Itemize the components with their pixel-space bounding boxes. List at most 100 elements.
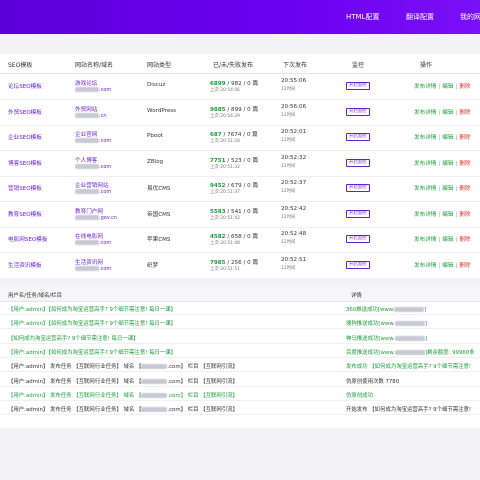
publish-counts: 7751 / 523 / 0 篇 <box>210 157 259 164</box>
monitor-badge[interactable]: 开启监控 <box>346 107 370 116</box>
separator: | <box>455 211 458 218</box>
nav-my-site[interactable]: 我的网 <box>460 13 480 21</box>
publish-detail-link[interactable]: 发布详情 <box>414 211 437 218</box>
monitor-label: 开启监控 <box>346 260 370 269</box>
publish-counts: 687 / 7674 / 0 篇 <box>210 132 258 138</box>
row-actions: 发布详情 | 编辑 | 删除 <box>414 108 471 116</box>
edit-link[interactable]: 编辑 <box>442 135 454 141</box>
site-domain[interactable]: .com <box>75 87 111 93</box>
publish-detail-link[interactable]: 发布详情 <box>414 109 437 116</box>
delete-link[interactable]: 删除 <box>459 109 471 116</box>
site-domain[interactable]: .cn <box>75 112 107 119</box>
blurred-domain <box>75 87 99 92</box>
monitor-badge[interactable]: 开启监控 <box>346 260 370 269</box>
log-row: 【用户:admin】【如何成为淘宝运营高手? 9个细节需注意! 每日一课】 360… <box>0 302 480 315</box>
template-link[interactable]: 电影网SEO模板 <box>8 237 48 243</box>
log-task-text-end: .com】 栏目 【互联网引流】 <box>167 364 238 371</box>
site-name[interactable]: 游戏论坛 <box>75 81 98 87</box>
site-domain[interactable]: .com <box>75 189 111 195</box>
template-link[interactable]: 论坛SEO模板 <box>8 84 42 90</box>
table-row: 企业SEO模板 企业官网 .com Pboot 687 / 7674 / 0 篇… <box>0 125 480 151</box>
template-link[interactable]: 营销SEO模板 <box>8 186 42 192</box>
template-link[interactable]: 教育SEO模板 <box>8 211 42 218</box>
publish-detail-link[interactable]: 发布详情 <box>414 186 437 192</box>
log-task-text: 【用户:admin】 发布任务 【互联网行业任务】 域名 【 <box>8 364 142 371</box>
site-name[interactable]: 生活资讯网 <box>75 259 103 266</box>
publish-detail-link[interactable]: 发布详情 <box>414 237 437 243</box>
delete-link[interactable]: 删除 <box>459 211 471 218</box>
monitor-badge[interactable]: 开启监控 <box>346 133 370 141</box>
monitor-label: 开启监控 <box>346 133 370 141</box>
blurred-domain <box>141 392 168 398</box>
separator: | <box>438 237 441 243</box>
blurred-domain <box>394 307 425 312</box>
row-actions: 发布详情 | 编辑 | 删除 <box>414 261 471 269</box>
site-name[interactable]: 企业营销网站 <box>75 183 109 189</box>
monitor-badge[interactable]: 开启监控 <box>346 82 370 90</box>
site-name[interactable]: 教育门户网 <box>75 208 103 215</box>
log-detail: 360推送成功[www.] <box>346 305 427 313</box>
table-row: 营销SEO模板 企业营销网站 .com 易优CMS 9452 / 679 / 0… <box>0 176 480 202</box>
unpublished-failed: 256 / 0 篇 <box>231 259 259 266</box>
last-publish: 上次:20:51:51 <box>210 266 240 272</box>
template-link[interactable]: 外贸SEO模板 <box>8 109 42 116</box>
monitor-badge[interactable]: 开启监控 <box>346 235 370 243</box>
template-link[interactable]: 企业SEO模板 <box>8 135 42 141</box>
delete-link[interactable]: 删除 <box>459 237 471 243</box>
log-detail: 发布成功 【如何成为淘宝运营高手? 9个细节需注意! <box>346 362 471 370</box>
site-name[interactable]: 企业官网 <box>75 132 98 138</box>
monitor-badge[interactable]: 开启监控 <box>346 158 370 167</box>
site-name[interactable]: 外贸网站 <box>75 106 98 113</box>
col-actions: 操作 <box>420 62 433 69</box>
nav-translate-config[interactable]: 翻译配置 <box>406 13 434 21</box>
template-link[interactable]: 博客SEO模板 <box>8 160 42 167</box>
site-name[interactable]: 在线电影网 <box>75 234 103 240</box>
site-type: Discuz <box>147 82 166 88</box>
edit-link[interactable]: 编辑 <box>442 211 454 218</box>
delete-link[interactable]: 删除 <box>459 84 471 90</box>
published-count: 9452 <box>210 183 226 189</box>
edit-link[interactable]: 编辑 <box>442 237 454 243</box>
domain-suffix: .gov.cn <box>99 214 117 221</box>
site-domain[interactable]: .com <box>75 138 111 144</box>
template-link[interactable]: 生活资讯模板 <box>8 262 42 269</box>
site-type: WordPress <box>147 107 177 114</box>
edit-link[interactable]: 编辑 <box>442 84 454 90</box>
next-publish-interval: 12时间 <box>281 265 296 271</box>
log-task: 【用户:admin】 发布任务 【互联网行业任务】 域名 【 .com】 栏目 【… <box>8 377 238 385</box>
next-publish-time: 20:52:48 <box>281 231 307 237</box>
site-domain[interactable]: .com <box>75 240 111 246</box>
site-name[interactable]: 个人博客 <box>75 157 98 164</box>
nav-html-config[interactable]: HTML配置 <box>346 13 380 21</box>
log-detail-text: 伪原创成功 <box>346 392 373 399</box>
monitor-badge[interactable]: 开启监控 <box>346 184 370 192</box>
last-publish: 上次:20:51:42 <box>210 215 240 221</box>
edit-link[interactable]: 编辑 <box>442 109 454 116</box>
next-publish-time: 20:52:01 <box>281 129 307 135</box>
edit-link[interactable]: 编辑 <box>442 160 454 167</box>
log-detail-text: 百度推送成功[www. <box>346 349 395 356</box>
publish-detail-link[interactable]: 发布详情 <box>414 262 437 269</box>
table-row: 博客SEO模板 个人博客 .com ZBlog 7751 / 523 / 0 篇… <box>0 151 480 177</box>
delete-link[interactable]: 删除 <box>459 135 471 141</box>
publish-detail-link[interactable]: 发布详情 <box>414 160 437 167</box>
site-domain[interactable]: .com <box>75 163 111 170</box>
next-publish-time: 20:52:42 <box>281 205 307 212</box>
delete-link[interactable]: 删除 <box>459 262 471 269</box>
next-publish-interval: 12时间 <box>281 87 296 92</box>
site-domain[interactable]: .com <box>75 265 111 272</box>
log-detail-text: 搜狗推送成功[www. <box>346 321 395 328</box>
site-domain[interactable]: .gov.cn <box>75 214 117 221</box>
col-next-publish: 下次发布 <box>283 62 308 69</box>
site-type: 苹果CMS <box>147 237 171 243</box>
edit-link[interactable]: 编辑 <box>442 186 454 192</box>
delete-link[interactable]: 删除 <box>459 160 471 167</box>
monitor-badge[interactable]: 开启监控 <box>346 209 370 218</box>
delete-link[interactable]: 删除 <box>459 186 471 192</box>
publish-counts: 5583 / 541 / 0 篇 <box>210 208 259 215</box>
publish-detail-link[interactable]: 发布详情 <box>414 135 437 141</box>
publish-detail-link[interactable]: 发布详情 <box>414 84 437 90</box>
edit-link[interactable]: 编辑 <box>442 262 454 269</box>
log-task-text-end: .com】 栏目 【互联网引流】 <box>167 378 238 385</box>
log-detail-end: ]剩余额度: 99960条 <box>424 349 475 356</box>
